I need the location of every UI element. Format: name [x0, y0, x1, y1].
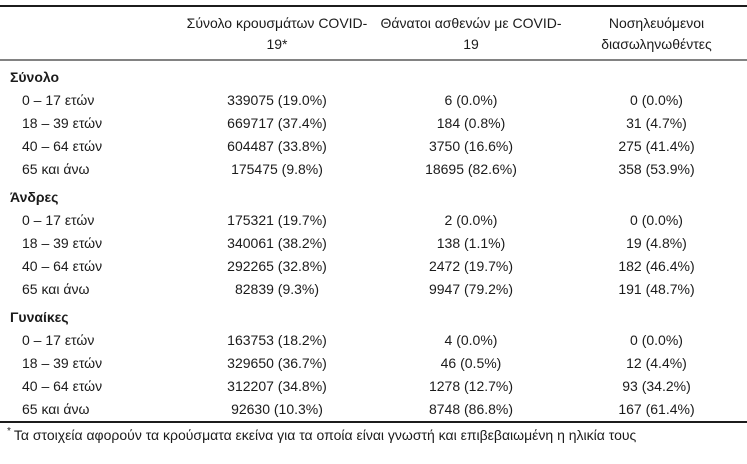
deaths-cell: 9947 (79.2%)	[428, 281, 514, 297]
age-label: 18 – 39 ετών	[22, 355, 103, 371]
intubated-cell: 0 (0.0%)	[630, 92, 683, 108]
intubated-cell: 12 (4.4%)	[626, 355, 687, 371]
deaths-cell: 1278 (12.7%)	[428, 378, 514, 394]
intubated-cell: 167 (61.4%)	[618, 401, 695, 417]
age-label: 40 – 64 ετών	[22, 138, 103, 154]
age-label: 65 και άνω	[22, 281, 90, 297]
intubated-cell: 93 (34.2%)	[622, 378, 691, 394]
deaths-cell: 184 (0.8%)	[436, 115, 506, 131]
cases-cell: 329650 (36.7%)	[227, 355, 327, 371]
deaths-cell: 2 (0.0%)	[444, 212, 498, 228]
table-row: 18 – 39 ετών 340061 (38.2%) 138 (1.1%) 1…	[0, 232, 747, 255]
table-row: 18 – 39 ετών 329650 (36.7%) 46 (0.5%) 12…	[0, 352, 747, 375]
col-header-deaths: Θάνατοι ασθενών με COVID-19	[376, 6, 566, 61]
table-row: 0 – 17 ετών 163753 (18.2%) 4 (0.0%) 0 (0…	[0, 329, 747, 352]
age-label: 18 – 39 ετών	[22, 235, 103, 251]
cases-cell: 604487 (33.8%)	[227, 138, 327, 154]
age-label: 40 – 64 ετών	[22, 258, 103, 274]
table-row: 40 – 64 ετών 604487 (33.8%) 3750 (16.6%)…	[0, 135, 747, 158]
intubated-cell: 19 (4.8%)	[626, 235, 687, 251]
table-header-row: Σύνολο κρουσμάτων COVID-19* Θάνατοι ασθε…	[0, 6, 747, 61]
intubated-cell: 31 (4.7%)	[626, 115, 687, 131]
cases-cell: 669717 (37.4%)	[227, 115, 327, 131]
intubated-cell: 0 (0.0%)	[630, 212, 683, 228]
col-header-cases: Σύνολο κρουσμάτων COVID-19*	[178, 6, 376, 61]
footnote-text: Τα στοιχεία αφορούν τα κρούσματα εκείνα …	[13, 427, 637, 443]
table-row: 65 και άνω 92630 (10.3%) 8748 (86.8%) 16…	[0, 398, 747, 422]
cases-cell: 163753 (18.2%)	[227, 332, 327, 348]
age-label: 0 – 17 ετών	[22, 212, 95, 228]
intubated-cell: 275 (41.4%)	[618, 138, 695, 154]
age-label: 18 – 39 ετών	[22, 115, 103, 131]
deaths-cell: 4 (0.0%)	[444, 332, 498, 348]
section-header-total: Σύνολο	[0, 60, 747, 89]
deaths-cell: 2472 (19.7%)	[428, 258, 514, 274]
deaths-cell: 18695 (82.6%)	[425, 161, 517, 177]
deaths-cell: 6 (0.0%)	[444, 92, 498, 108]
age-label: 65 και άνω	[22, 401, 90, 417]
intubated-cell: 358 (53.9%)	[618, 161, 695, 177]
cases-cell: 340061 (38.2%)	[227, 235, 327, 251]
section-label: Άνδρες	[10, 189, 59, 205]
age-label: 65 και άνω	[22, 161, 90, 177]
age-label: 0 – 17 ετών	[22, 92, 95, 108]
age-label: 40 – 64 ετών	[22, 378, 103, 394]
footnote: * Τα στοιχεία αφορούν τα κρούσματα εκείνα…	[0, 426, 747, 444]
section-label: Σύνολο	[10, 69, 60, 85]
deaths-cell: 3750 (16.6%)	[428, 138, 514, 154]
deaths-cell: 8748 (86.8%)	[428, 401, 514, 417]
cases-cell: 339075 (19.0%)	[227, 92, 327, 108]
table-row: 18 – 39 ετών 669717 (37.4%) 184 (0.8%) 3…	[0, 112, 747, 135]
cases-cell: 82839 (9.3%)	[234, 281, 320, 297]
table-row: 65 και άνω 82839 (9.3%) 9947 (79.2%) 191…	[0, 278, 747, 301]
table-row: 65 και άνω 175475 (9.8%) 18695 (82.6%) 3…	[0, 158, 747, 181]
intubated-cell: 0 (0.0%)	[630, 332, 683, 348]
table-row: 0 – 17 ετών 175321 (19.7%) 2 (0.0%) 0 (0…	[0, 209, 747, 232]
covid-age-stats-table: Σύνολο κρουσμάτων COVID-19* Θάνατοι ασθε…	[0, 5, 747, 423]
age-label: 0 – 17 ετών	[22, 332, 95, 348]
col-header-empty	[0, 6, 178, 61]
cases-cell: 312207 (34.8%)	[227, 378, 327, 394]
covid-age-table-wrap: Σύνολο κρουσμάτων COVID-19* Θάνατοι ασθε…	[0, 5, 747, 423]
cases-cell: 292265 (32.8%)	[227, 258, 327, 274]
col-header-intubated: Νοσηλευόμενοι διασωληνωθέντες	[566, 6, 747, 61]
cases-cell: 92630 (10.3%)	[231, 401, 323, 417]
section-header-men: Άνδρες	[0, 181, 747, 209]
cases-cell: 175321 (19.7%)	[227, 212, 327, 228]
deaths-cell: 138 (1.1%)	[436, 235, 506, 251]
intubated-cell: 182 (46.4%)	[618, 258, 695, 274]
intubated-cell: 191 (48.7%)	[618, 281, 695, 297]
section-header-women: Γυναίκες	[0, 301, 747, 329]
footnote-marker: *	[7, 426, 11, 438]
table-row: 0 – 17 ετών 339075 (19.0%) 6 (0.0%) 0 (0…	[0, 89, 747, 112]
section-label: Γυναίκες	[10, 309, 69, 325]
cases-cell: 175475 (9.8%)	[231, 161, 323, 177]
table-row: 40 – 64 ετών 312207 (34.8%) 1278 (12.7%)…	[0, 375, 747, 398]
table-row: 40 – 64 ετών 292265 (32.8%) 2472 (19.7%)…	[0, 255, 747, 278]
deaths-cell: 46 (0.5%)	[440, 355, 502, 371]
